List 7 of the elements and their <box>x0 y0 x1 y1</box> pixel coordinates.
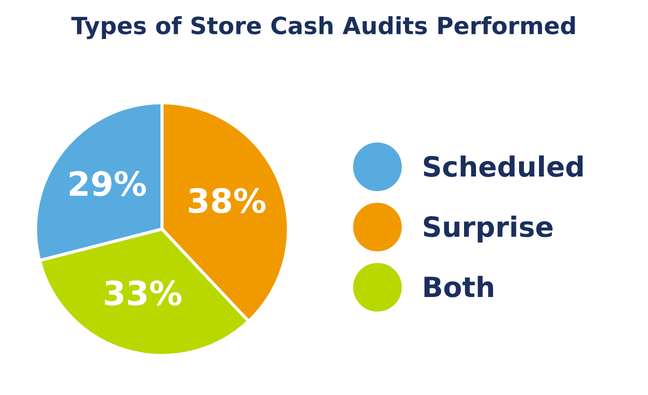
data-label: 29% <box>70 170 146 196</box>
legend-label: Both <box>424 276 494 298</box>
chart-title: Types of Store Cash Audits Performed <box>71 16 575 40</box>
data-label: 38% <box>188 188 266 214</box>
legend-label: Surprise <box>424 216 553 243</box>
data-label: 33% <box>104 280 182 306</box>
legend-label: Scheduled <box>424 155 583 177</box>
